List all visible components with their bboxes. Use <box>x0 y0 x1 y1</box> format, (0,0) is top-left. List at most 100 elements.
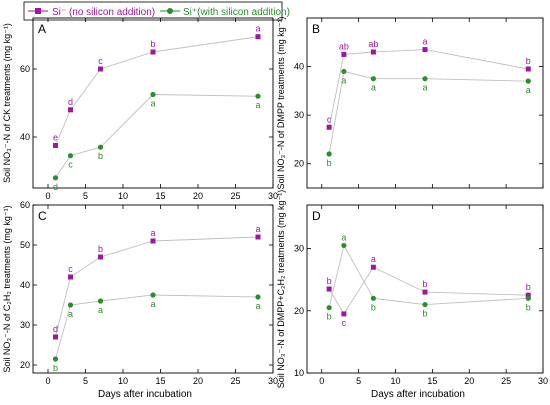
y-tick-label-a: 60 <box>20 64 30 74</box>
x-tick-label-c: 20 <box>193 376 203 386</box>
point-si-plus-c <box>150 292 156 298</box>
x-tick-label-d: 20 <box>464 376 474 386</box>
x-tick-label-d: 30 <box>538 376 548 386</box>
x-tick-label-d: 15 <box>427 376 437 386</box>
significance-letter-si-plus-d: b <box>371 302 376 312</box>
significance-letter-si-plus-a: a <box>150 99 155 109</box>
series-line-si-minus-d <box>328 266 529 315</box>
significance-letter-si-minus-b: ab <box>368 39 378 49</box>
significance-letter-si-plus-c: a <box>255 301 260 311</box>
y-tick-label-c: 60 <box>20 200 30 210</box>
legend: Si⁻ (no silicon addition) Si⁺(with silic… <box>23 1 290 21</box>
plot-frame-b <box>306 17 544 189</box>
point-si-minus-c <box>98 254 103 260</box>
point-si-minus-a <box>255 34 261 40</box>
x-tick-label-c: 25 <box>230 376 240 386</box>
x-tick-label-a: 15 <box>155 191 165 201</box>
significance-letter-si-plus-a: b <box>98 151 103 161</box>
x-tick-label-a: 20 <box>193 191 203 201</box>
significance-letter-si-plus-c: a <box>68 309 73 319</box>
significance-letter-si-minus-c: c <box>68 264 73 274</box>
y-axis-label-c: Soil NO₃⁻-N of C₂H₂ treatments (mg kg⁻¹) <box>2 205 12 372</box>
significance-letter-si-minus-d: b <box>422 279 427 289</box>
y-tick-label-b: 40 <box>294 62 304 72</box>
series-line-si-plus-d <box>328 244 529 308</box>
significance-letter-si-minus-a: e <box>53 133 58 143</box>
significance-letter-si-minus-c: b <box>98 244 103 254</box>
point-si-plus-a <box>97 144 104 150</box>
point-si-minus-d <box>422 289 428 295</box>
series-line-si-plus-a <box>55 94 259 179</box>
legend-box <box>23 1 283 21</box>
point-si-minus-a <box>98 66 103 72</box>
point-si-plus-a <box>150 91 156 98</box>
point-si-plus-a <box>67 153 74 159</box>
y-axis-label-a: Soil NO₃⁻-N of CK treatments (mg kg⁻¹) <box>2 23 12 183</box>
series-line-si-minus-c <box>55 236 259 338</box>
significance-letter-si-minus-d: c <box>342 318 347 328</box>
significance-letter-si-plus-b: b <box>327 158 332 168</box>
y-tick-label-b: 30 <box>294 110 304 120</box>
series-line-si-minus-b <box>328 49 529 128</box>
point-si-minus-a <box>150 49 156 55</box>
point-si-plus-d <box>370 295 376 301</box>
plot-frame-d <box>306 204 544 374</box>
point-si-minus-b <box>370 49 376 55</box>
point-si-plus-c <box>52 356 59 362</box>
x-tick-label-c: 15 <box>155 376 165 386</box>
legend-marker-si-minus <box>35 8 41 14</box>
significance-letter-si-plus-c: a <box>150 299 155 309</box>
significance-letter-si-plus-d: b <box>526 302 531 312</box>
y-axis-label-d: Soil NO₃⁻-N of DMPP+C₂H₂ treatments (mg … <box>276 190 286 388</box>
panel-a: A 0 5 10 15 20 25 30 40 60 Soil NO₃⁻-N of CK treat… <box>2 17 278 201</box>
point-si-plus-b <box>326 151 332 157</box>
significance-letter-si-minus-d: a <box>371 254 376 264</box>
point-si-minus-b <box>422 47 428 53</box>
significance-letter-si-minus-d: b <box>526 282 531 292</box>
series-line-si-minus-a <box>55 36 259 146</box>
y-tick-label-b: 20 <box>294 159 304 169</box>
panel-letter-b: B <box>312 22 320 36</box>
panel-c: C 0 5 10 15 20 25 30 20 30 40 50 60 Soil NO₃⁻-N of C₂… <box>2 200 278 386</box>
point-si-plus-b <box>341 68 347 75</box>
series-line-si-plus-c <box>55 294 259 360</box>
y-tick-label-d: 20 <box>294 306 304 316</box>
x-tick-label-a: 10 <box>118 191 128 201</box>
y-axis-label-b: Soil NO₃⁻-N of DMPP treatments (mg kg⁻¹) <box>276 16 286 189</box>
significance-letter-si-minus-b: c <box>327 114 332 124</box>
y-tick-label-c: 40 <box>20 280 30 290</box>
x-tick-label-c: 5 <box>83 376 88 386</box>
significance-letter-si-plus-b: a <box>526 85 531 95</box>
y-tick-label-a: 40 <box>20 132 30 142</box>
panels: A 0 5 10 15 20 25 30 40 60 Soil NO₃⁻-N of CK treat… <box>2 16 548 388</box>
point-si-plus-d <box>326 305 332 311</box>
point-si-plus-a <box>255 93 261 99</box>
point-si-plus-a <box>52 175 59 181</box>
y-tick-label-c: 50 <box>20 240 30 250</box>
significance-letter-si-minus-c: d <box>53 324 58 334</box>
point-si-plus-d <box>341 242 347 249</box>
point-si-plus-b <box>370 76 376 82</box>
legend-marker-si-plus <box>167 8 173 14</box>
significance-letter-si-minus-c: a <box>255 224 260 234</box>
y-tick-label-c: 20 <box>20 360 30 370</box>
x-tick-label-a: 25 <box>230 191 240 201</box>
significance-letter-si-plus-b: a <box>422 83 427 93</box>
point-si-minus-b <box>525 66 531 72</box>
point-si-minus-a <box>53 143 58 148</box>
point-si-plus-c <box>67 302 74 308</box>
y-tick-label-d: 10 <box>294 368 304 378</box>
significance-letter-si-minus-b: a <box>422 37 427 47</box>
x-tick-label-c: 30 <box>268 376 278 386</box>
point-si-minus-b <box>326 124 332 130</box>
significance-letter-si-plus-c: b <box>53 363 58 373</box>
panel-letter-d: D <box>312 209 321 223</box>
y-tick-label-c: 30 <box>20 320 30 330</box>
significance-letter-si-plus-d: b <box>327 312 332 322</box>
significance-letter-si-minus-a: d <box>68 97 73 107</box>
significance-letter-si-plus-d: b <box>422 309 427 319</box>
point-si-plus-d <box>422 301 428 308</box>
point-si-minus-d <box>341 311 347 317</box>
x-tick-label-d: 10 <box>390 376 400 386</box>
point-si-minus-a <box>68 107 73 113</box>
